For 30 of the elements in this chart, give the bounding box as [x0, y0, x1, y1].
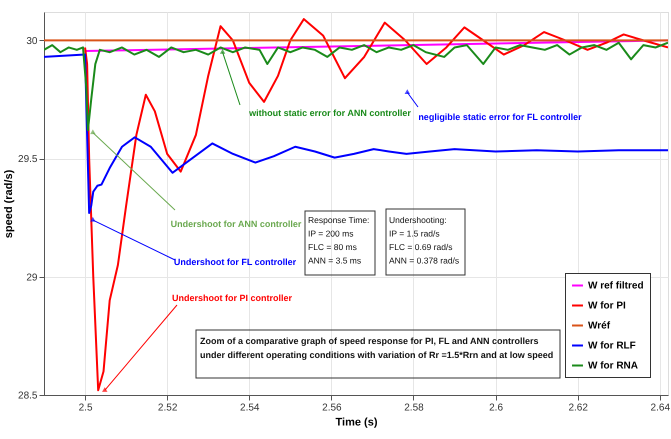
- line-series: [44, 42, 668, 132]
- legend-label: W for PI: [588, 300, 626, 312]
- annotation: Zoom of a comparative graph of speed response for PI, FL and ANN controllers under different operating conditions with variation of Rr =1.5*Rrn and at low speed: [200, 336, 554, 360]
- annotation: negligible static error for FL controller: [418, 112, 582, 122]
- legend-label: Wréf: [588, 320, 611, 332]
- x-tick-label: 2.52: [158, 402, 178, 414]
- y-tick-label: 29.5: [18, 154, 38, 166]
- y-tick-label: 28.5: [18, 390, 38, 402]
- legend-label: W for RLF: [588, 340, 636, 352]
- x-tick-label: 2.54: [240, 402, 260, 414]
- annotation: Undershoot for ANN controller: [170, 219, 302, 229]
- x-axis-title: Time (s): [336, 416, 378, 428]
- legend-label: W ref filtred: [588, 280, 644, 292]
- x-tick-label: 2.5: [78, 402, 93, 414]
- annotation: Undershoot for PI controller: [172, 293, 292, 303]
- line-series: [44, 54, 668, 214]
- annotation: Undershoot for FL controller: [174, 257, 297, 267]
- x-tick-label: 2.56: [322, 402, 342, 414]
- x-tick-label: 2.58: [404, 402, 424, 414]
- annotation: Response Time: IP = 200 ms FLC = 80 ms ANN = 3.5 ms: [308, 215, 370, 266]
- line-series: [84, 18, 668, 392]
- x-tick-label: 2.6: [489, 402, 504, 414]
- y-axis-title: speed (rad/s): [3, 169, 16, 238]
- legend-label: W for RNA: [588, 360, 638, 372]
- x-tick-label: 2.64: [650, 402, 670, 414]
- annotation: Undershooting: IP = 1.5 rad/s FLC = 0.69 rad/s ANN = 0.378 rad/s: [389, 215, 460, 266]
- annotation: without static error for ANN controller: [248, 108, 412, 118]
- y-tick-label: 29: [26, 272, 38, 284]
- y-tick-label: 30: [26, 36, 38, 47]
- x-tick-label: 2.62: [568, 402, 588, 414]
